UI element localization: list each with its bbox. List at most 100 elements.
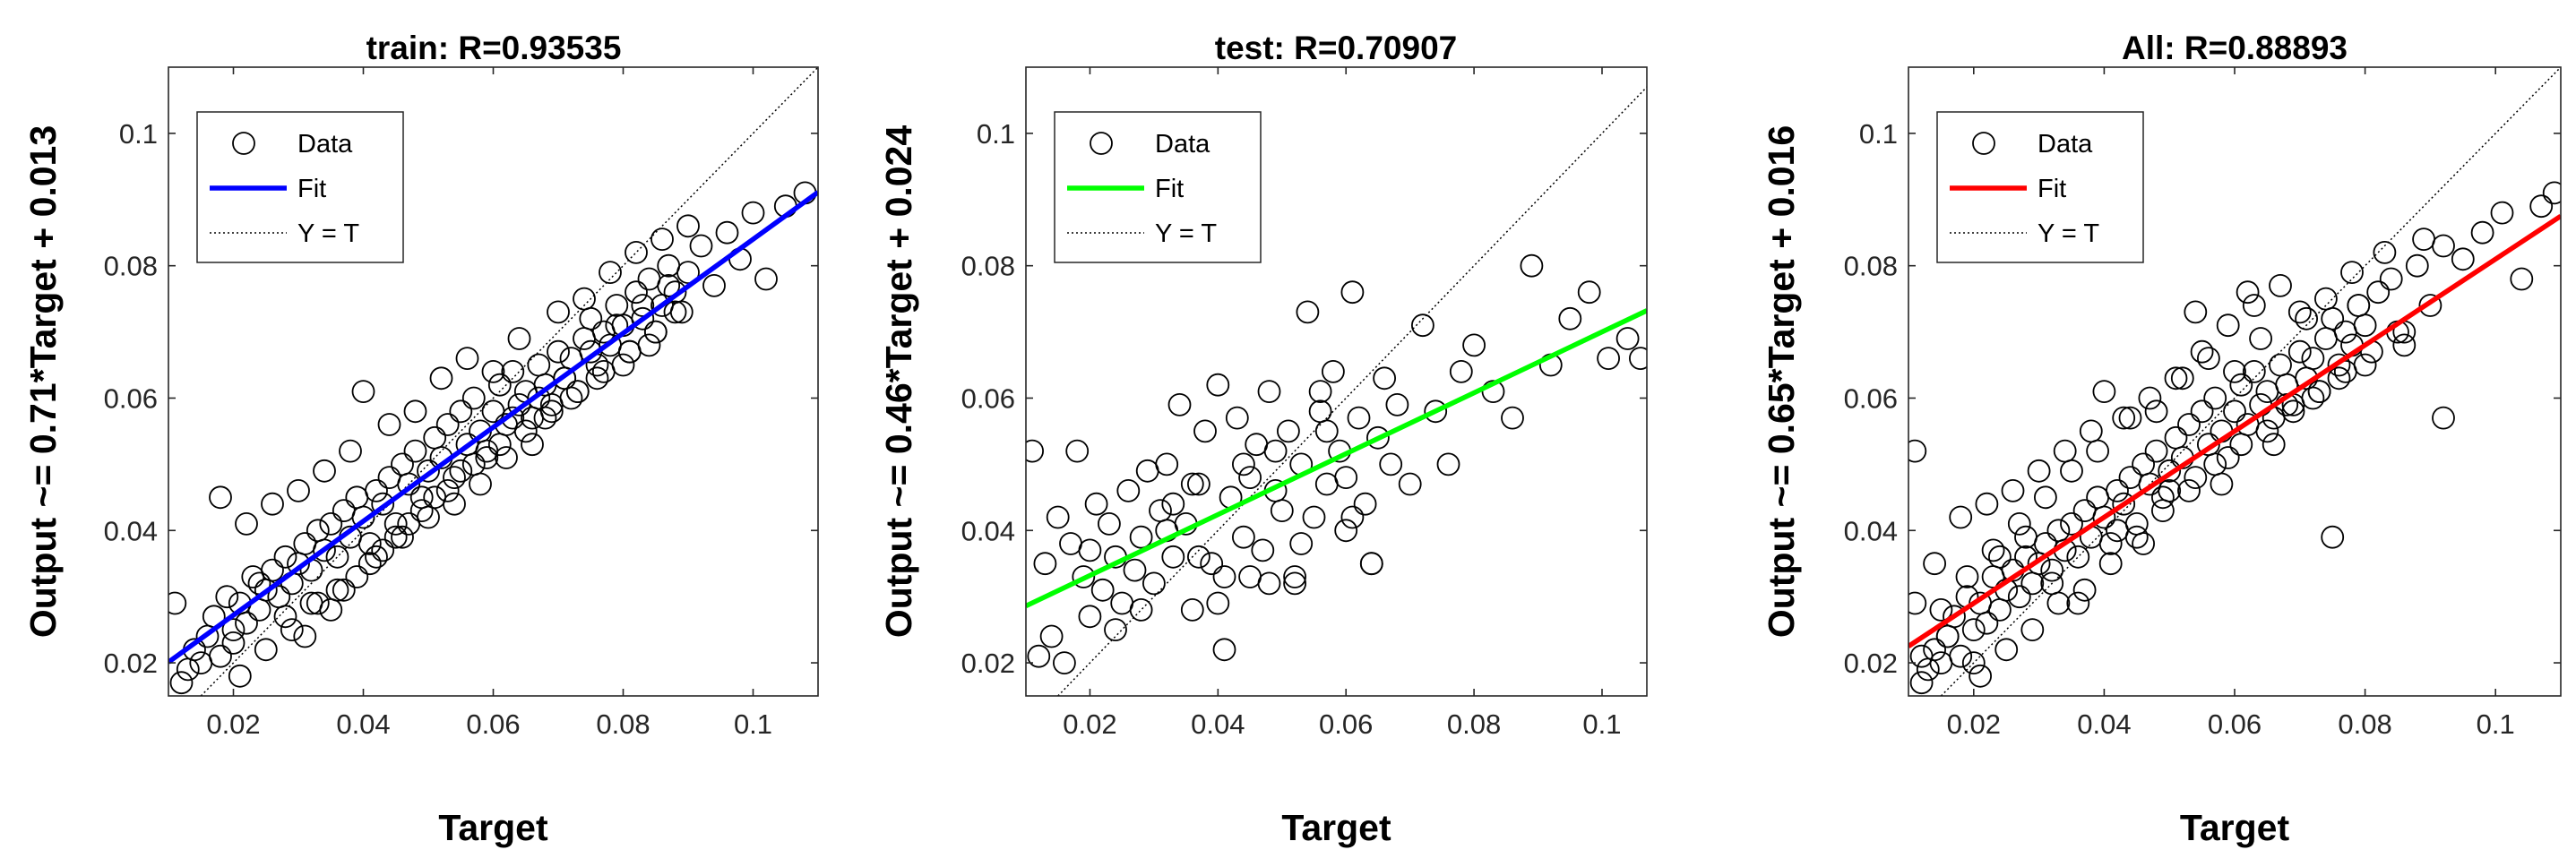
- data-point: [1302, 505, 1326, 529]
- data-point: [2242, 294, 2266, 317]
- data-point: [475, 446, 499, 469]
- data-point: [2432, 406, 2455, 430]
- data-point: [1200, 552, 1224, 576]
- y-tick-label: 0.08: [1844, 251, 1898, 282]
- data-point: [235, 512, 258, 536]
- data-point: [2132, 532, 2156, 555]
- legend: Data Fit Y = T: [1054, 111, 1262, 263]
- data-point: [1167, 392, 1192, 416]
- data-point: [2412, 227, 2436, 252]
- data-point: [1090, 578, 1115, 602]
- data-point: [209, 485, 232, 510]
- data-point: [625, 280, 648, 305]
- y-axis-label: Output ~= 0.71*Target + 0.013: [22, 125, 64, 638]
- x-tick-label: 0.02: [206, 708, 260, 740]
- legend: Data Fit Y = T: [196, 111, 404, 263]
- data-point: [1033, 552, 1057, 576]
- data-point: [715, 220, 739, 245]
- data-point: [547, 339, 570, 364]
- x-tick-label: 0.04: [1191, 708, 1245, 740]
- data-point: [306, 591, 330, 615]
- data-point: [351, 505, 375, 529]
- data-point: [345, 565, 369, 588]
- data-point: [313, 538, 336, 562]
- legend-identity-label: Y = T: [2038, 219, 2099, 248]
- data-point: [409, 499, 434, 522]
- fit-line: [168, 190, 818, 665]
- data-point: [2158, 459, 2182, 483]
- data-point: [1923, 552, 1947, 576]
- data-point: [1949, 644, 1973, 668]
- data-point: [1436, 452, 1460, 476]
- data-point: [2307, 380, 2331, 404]
- data-point: [1129, 525, 1153, 549]
- data-point: [273, 605, 297, 629]
- data-point: [1909, 644, 1934, 668]
- data-point: [1180, 472, 1204, 496]
- data-point: [669, 300, 694, 324]
- data-point: [625, 240, 648, 264]
- data-point: [487, 433, 512, 457]
- data-point: [1065, 439, 1090, 463]
- data-point: [599, 261, 622, 285]
- x-tick-label: 0.06: [2208, 708, 2262, 740]
- data-point: [1424, 399, 1448, 424]
- data-point: [319, 512, 343, 536]
- data-point: [2001, 479, 2025, 502]
- data-point: [1935, 624, 1960, 648]
- data-point: [2072, 578, 2097, 602]
- data-point: [2112, 406, 2136, 430]
- data-point: [443, 466, 466, 489]
- data-point: [358, 532, 382, 555]
- data-point: [1520, 253, 1544, 278]
- x-axis-label: Target: [2180, 807, 2290, 848]
- y-tick-label: 0.06: [1844, 382, 1898, 414]
- data-point: [2027, 459, 2051, 483]
- data-point: [2287, 300, 2312, 324]
- data-point: [351, 380, 375, 404]
- data-point: [429, 366, 453, 391]
- data-point: [1187, 472, 1210, 496]
- chart-panel-3: All: R=0.88893 0.02 0.04 0.06 0.08 0.1 0.02 0.0…: [1761, 30, 2562, 848]
- x-tick-label: 0.1: [734, 708, 772, 740]
- data-point: [2007, 512, 2031, 536]
- data-point: [2242, 359, 2266, 383]
- data-point: [2092, 380, 2116, 404]
- data-point: [293, 624, 317, 648]
- data-point: [2124, 525, 2149, 549]
- data-point: [663, 300, 687, 324]
- data-point: [1078, 538, 1102, 562]
- data-point: [2098, 552, 2123, 576]
- legend-data-marker: [232, 132, 255, 155]
- x-tick-label: 0.04: [336, 708, 390, 740]
- data-point: [591, 359, 616, 383]
- data-point: [1155, 452, 1179, 476]
- data-point: [221, 631, 246, 655]
- data-point: [1923, 638, 1947, 662]
- data-point: [1359, 552, 1383, 576]
- legend-data-label: Data: [1155, 130, 1210, 159]
- data-point: [2229, 433, 2253, 457]
- data-point: [2262, 433, 2286, 457]
- data-point: [1187, 545, 1210, 569]
- data-point: [1961, 651, 1986, 674]
- data-point: [2301, 347, 2325, 371]
- data-point: [1615, 327, 1640, 350]
- data-point: [449, 459, 473, 483]
- data-point: [1296, 300, 1320, 324]
- legend-fit-label: Fit: [297, 175, 326, 203]
- data-point: [2033, 485, 2057, 510]
- x-tick-label: 0.08: [596, 708, 650, 740]
- data-point: [1955, 565, 1979, 588]
- data-point: [2295, 306, 2319, 330]
- data-point: [1929, 598, 1953, 622]
- data-point: [1142, 571, 1166, 596]
- data-point: [332, 578, 356, 602]
- data-point: [280, 618, 304, 641]
- y-tick-label: 0.08: [961, 251, 1015, 282]
- data-point: [1212, 565, 1236, 588]
- data-point: [2007, 585, 2031, 609]
- data-point: [2177, 413, 2201, 436]
- data-point: [435, 413, 460, 436]
- legend-fit-label: Fit: [1155, 175, 1184, 203]
